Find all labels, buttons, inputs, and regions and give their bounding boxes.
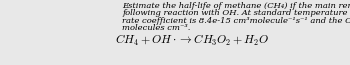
Text: following reaction with OH. At standard temperature and pressure, the second-ord: following reaction with OH. At standard … <box>122 9 350 17</box>
Text: Estimate the half-life of methane (CH₄) if the main removal mechanism is the: Estimate the half-life of methane (CH₄) … <box>122 2 350 10</box>
Text: molecules cm⁻³.: molecules cm⁻³. <box>122 24 191 32</box>
Text: $CH_4 + OH\cdot \rightarrow CH_3O_2 + H_2O$: $CH_4 + OH\cdot \rightarrow CH_3O_2 + H_… <box>115 33 270 48</box>
Text: rate coefficient is 8.4e-15 cm³molecule⁻¹s⁻¹ and the OH concentration is equal t: rate coefficient is 8.4e-15 cm³molecule⁻… <box>122 17 350 25</box>
